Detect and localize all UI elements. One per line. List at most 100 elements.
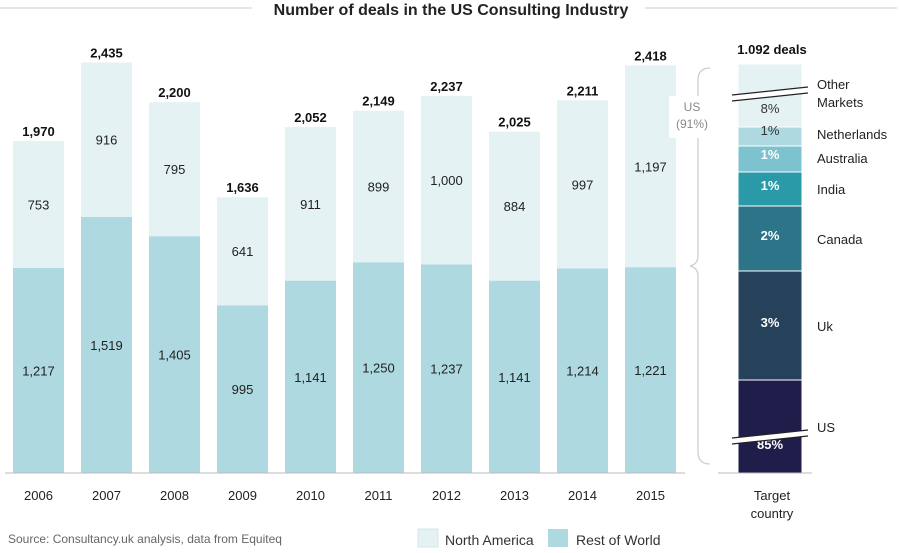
source-note: Source: Consultancy.uk analysis, data fr… xyxy=(8,532,282,546)
country-name-india: India xyxy=(817,182,846,197)
x-tick-2013: 2013 xyxy=(500,488,529,503)
axis-break-gap-0 xyxy=(731,430,809,444)
label-rest-of-world-2009: 995 xyxy=(232,382,254,397)
target-total-label: 1.092 deals xyxy=(737,42,806,57)
country-name-netherlands: Netherlands xyxy=(817,127,888,142)
segment-pct-netherlands: 1% xyxy=(761,123,780,138)
segment-pct-australia: 1% xyxy=(761,147,780,162)
x-tick-2007: 2007 xyxy=(92,488,121,503)
label-rest-of-world-2008: 1,405 xyxy=(158,348,191,363)
label-rest-of-world-2015: 1,221 xyxy=(634,363,667,378)
bar-rest-of-world-2007 xyxy=(81,216,132,473)
legend-label-north-america: North America xyxy=(445,532,534,548)
us-bracket-label-bg xyxy=(669,96,715,138)
label-rest-of-world-2006: 1,217 xyxy=(22,363,55,378)
target-category-line2: country xyxy=(751,506,794,521)
x-tick-2010: 2010 xyxy=(296,488,325,503)
segment-australia xyxy=(737,145,803,173)
x-tick-2008: 2008 xyxy=(160,488,189,503)
legend: North America Rest of World xyxy=(417,528,661,548)
axis-break-gap-1 xyxy=(731,87,809,101)
label-rest-of-world-2011: 1,250 xyxy=(362,361,395,376)
bar-rest-of-world-2011 xyxy=(353,262,404,473)
total-label-2012: 2,237 xyxy=(430,79,463,94)
segment-india xyxy=(737,171,803,207)
x-tick-2009: 2009 xyxy=(228,488,257,503)
bar-north-america-2011 xyxy=(353,110,404,263)
label-north-america-2011: 899 xyxy=(368,180,390,195)
label-north-america-2010: 911 xyxy=(300,197,321,212)
bar-north-america-2010 xyxy=(285,127,336,281)
bar-rest-of-world-2015 xyxy=(625,267,676,473)
country-name-australia: Australia xyxy=(817,151,868,166)
total-label-2015: 2,418 xyxy=(634,48,667,63)
us-bracket-label-line1: US xyxy=(684,100,701,114)
x-tick-2012: 2012 xyxy=(432,488,461,503)
label-north-america-2008: 795 xyxy=(164,162,186,177)
label-north-america-2014: 997 xyxy=(572,177,594,192)
bar-north-america-2007 xyxy=(81,62,132,217)
bar-rest-of-world-2008 xyxy=(149,236,200,473)
country-name-us: US xyxy=(817,420,835,435)
axis-break-line-b-0 xyxy=(731,435,809,445)
us-bracket-label-line2: (91%) xyxy=(676,117,708,131)
axis-break-line-a-1 xyxy=(731,86,809,96)
total-label-2011: 2,149 xyxy=(362,94,395,109)
segment-pct-india: 1% xyxy=(761,178,780,193)
total-label-2010: 2,052 xyxy=(294,110,327,125)
bar-north-america-2012 xyxy=(421,95,472,265)
segment-us xyxy=(737,379,803,474)
country-name-uk: Uk xyxy=(817,319,833,334)
total-label-2014: 2,211 xyxy=(567,83,599,98)
bar-north-america-2013 xyxy=(489,131,540,281)
bar-rest-of-world-2014 xyxy=(557,268,608,473)
label-rest-of-world-2012: 1,237 xyxy=(430,362,463,377)
segment-pct-canada: 2% xyxy=(761,228,780,243)
segment-pct-uk: 3% xyxy=(761,315,780,330)
bar-north-america-2006 xyxy=(13,140,64,268)
label-rest-of-world-2010: 1,141 xyxy=(294,370,327,385)
legend-label-rest-of-world: Rest of World xyxy=(576,532,661,548)
segment-uk xyxy=(737,270,803,381)
total-label-2007: 2,435 xyxy=(90,46,123,61)
legend-swatch-north-america xyxy=(417,528,439,548)
segment-pct-other-markets: 8% xyxy=(761,101,780,116)
x-tick-2011: 2011 xyxy=(365,488,393,503)
x-tick-2006: 2006 xyxy=(24,488,53,503)
bar-rest-of-world-2013 xyxy=(489,280,540,473)
label-north-america-2009: 641 xyxy=(232,244,254,259)
bar-rest-of-world-2012 xyxy=(421,264,472,473)
x-tick-2014: 2014 xyxy=(568,488,597,503)
country-name-other-markets-line2: Markets xyxy=(817,95,864,110)
label-rest-of-world-2007: 1,519 xyxy=(90,338,123,353)
us-bracket xyxy=(689,67,711,465)
bar-north-america-2009 xyxy=(217,197,268,306)
bar-rest-of-world-2009 xyxy=(217,305,268,473)
label-north-america-2015: 1,197 xyxy=(634,159,667,174)
chart-title: Number of deals in the US Consulting Ind… xyxy=(274,2,629,19)
label-north-america-2012: 1,000 xyxy=(430,173,463,188)
target-category-line1: Target xyxy=(754,488,791,503)
bar-rest-of-world-2006 xyxy=(13,267,64,473)
country-name-other-markets-line1: Other xyxy=(817,77,850,92)
label-north-america-2007: 916 xyxy=(96,133,118,148)
label-rest-of-world-2014: 1,214 xyxy=(566,364,599,379)
legend-swatch-rest-of-world xyxy=(548,529,568,547)
country-name-canada: Canada xyxy=(817,232,863,247)
x-tick-2015: 2015 xyxy=(636,488,665,503)
total-label-2009: 1,636 xyxy=(226,180,259,195)
label-north-america-2013: 884 xyxy=(504,199,526,214)
bar-north-america-2014 xyxy=(557,100,608,269)
total-label-2006: 1,970 xyxy=(22,124,55,139)
bar-rest-of-world-2010 xyxy=(285,280,336,473)
label-north-america-2006: 753 xyxy=(28,197,50,212)
total-label-2013: 2,025 xyxy=(498,115,531,130)
target-country-bar: 85%3%2%1%1%1%8%USUkCanadaIndiaAustraliaN… xyxy=(669,42,888,521)
main-bars: 1,217 753 1,970 2006 1,519 916 2,435 2007 1,405 7… xyxy=(5,46,685,503)
axis-break-line-b-1 xyxy=(731,92,809,102)
total-label-2008: 2,200 xyxy=(158,85,191,100)
axis-break-line-a-0 xyxy=(731,429,809,439)
label-rest-of-world-2013: 1,141 xyxy=(498,370,531,385)
bar-north-america-2008 xyxy=(149,102,200,237)
